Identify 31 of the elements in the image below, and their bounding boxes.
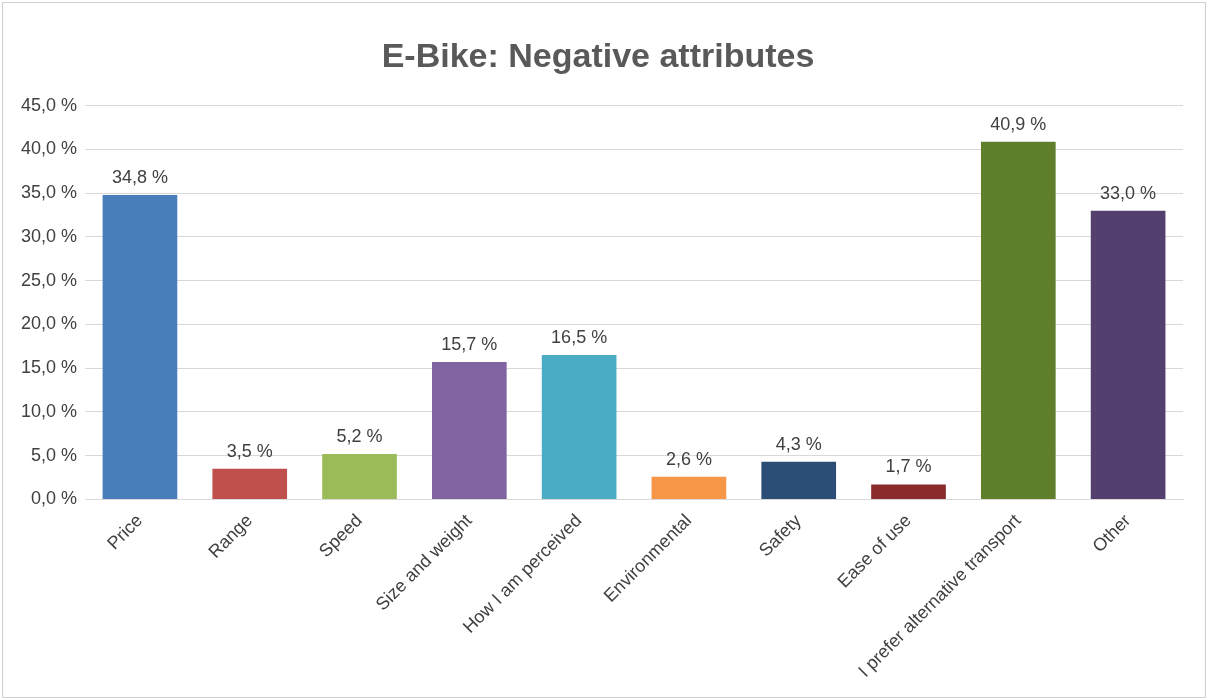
bar: [871, 484, 946, 499]
bar: [212, 468, 288, 499]
y-tick-label: 30,0 %: [20, 225, 78, 246]
data-label: 3,5 %: [226, 440, 273, 461]
data-label: 5,2 %: [336, 425, 383, 446]
y-tick-label: 20,0 %: [20, 313, 78, 334]
chart-title: E-Bike: Negative attributes: [381, 35, 815, 74]
data-label: 4,3 %: [775, 433, 822, 454]
bar: [541, 355, 617, 499]
bar: [322, 453, 397, 499]
y-tick-label: 15,0 %: [20, 357, 78, 378]
bar: [432, 362, 507, 499]
data-label: 34,8 %: [111, 166, 168, 187]
y-tick-label: 45,0 %: [20, 94, 78, 115]
bar: [980, 141, 1056, 499]
y-tick-label: 5,0 %: [31, 444, 78, 465]
y-tick-label: 25,0 %: [20, 269, 78, 290]
y-tick-label: 0,0 %: [31, 488, 78, 509]
data-label: 40,9 %: [990, 113, 1047, 134]
data-label: 15,7 %: [441, 334, 498, 355]
data-label: 2,6 %: [665, 448, 712, 469]
y-tick-label: 35,0 %: [20, 182, 78, 203]
y-tick-label: 40,0 %: [20, 138, 78, 159]
bar: [761, 461, 837, 499]
data-label: 33,0 %: [1100, 182, 1157, 203]
data-label: 1,7 %: [885, 456, 932, 477]
bar: [1090, 210, 1166, 499]
data-label: 16,5 %: [551, 327, 608, 348]
bar: [651, 476, 727, 499]
y-tick-label: 10,0 %: [20, 400, 78, 421]
bar: [102, 195, 178, 499]
